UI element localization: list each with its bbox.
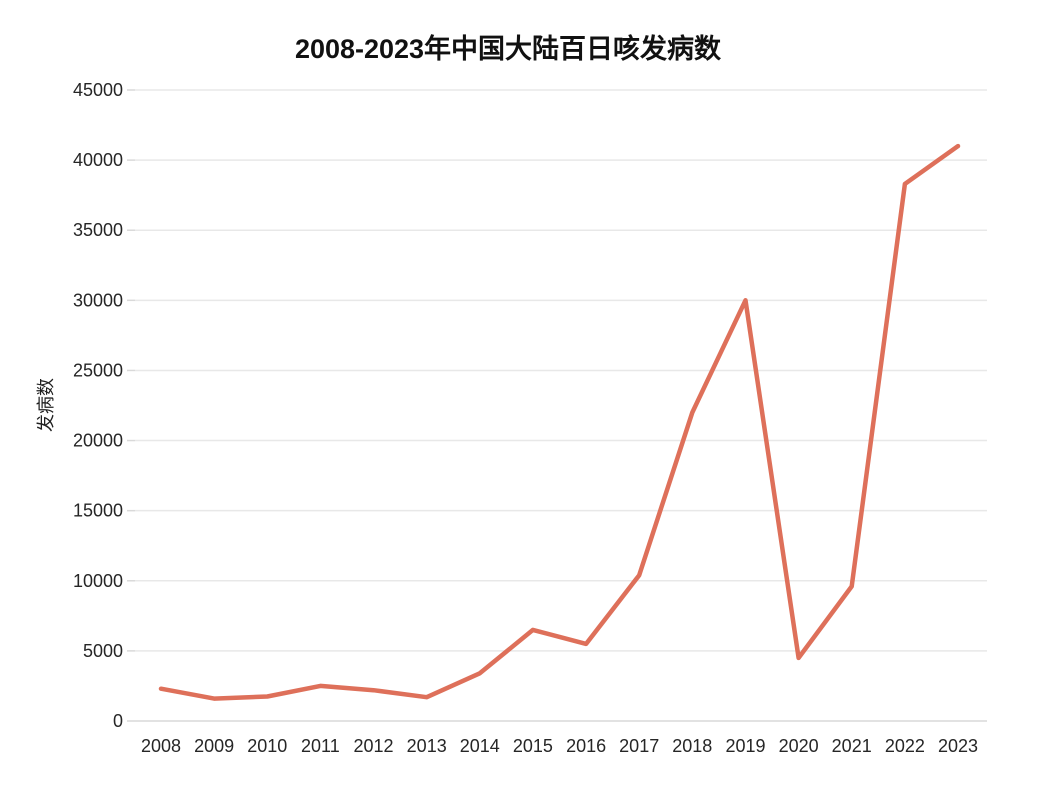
y-tick-label: 0 [113,711,123,731]
x-axis-layer: 2008 2009 2010 2011 2012 2013 2014 2015 2016 2017… [141,736,978,756]
x-tick-label: 2009 [194,736,234,756]
y-tick-label: 40000 [73,150,123,170]
y-tick-label: 35000 [73,220,123,240]
cases-line-series [158,143,961,701]
y-tick-label: 10000 [73,571,123,591]
x-tick-label: 2021 [832,736,872,756]
x-tick-label: 2013 [407,736,447,756]
x-tick-label: 2023 [938,736,978,756]
x-tick-label: 2014 [460,736,500,756]
x-tick-label: 2015 [513,736,553,756]
x-tick-label: 2019 [725,736,765,756]
y-tick-label: 45000 [73,80,123,100]
x-tick-label: 2010 [247,736,287,756]
x-tick-label: 2018 [672,736,712,756]
x-tick-label: 2008 [141,736,181,756]
gridlines-layer [135,89,987,722]
x-tick-label: 2020 [779,736,819,756]
x-tick-label: 2012 [353,736,393,756]
y-tick-label: 20000 [73,431,123,451]
x-tick-label: 2011 [301,736,340,756]
y-tick-label: 15000 [73,501,123,521]
y-tick-label: 25000 [73,360,123,380]
chart-title: 2008-2023年中国大陆百日咳发病数 [295,33,722,64]
y-axis-layer: 0 5000 10000 15000 20000 25000 30000 35000 40000… [73,80,135,731]
y-tick-label: 5000 [83,641,123,661]
x-tick-label: 2016 [566,736,606,756]
y-axis-title: 发病数 [36,378,56,432]
x-tick-label: 2022 [885,736,925,756]
x-tick-label: 2017 [619,736,659,756]
y-tick-label: 30000 [73,290,123,310]
